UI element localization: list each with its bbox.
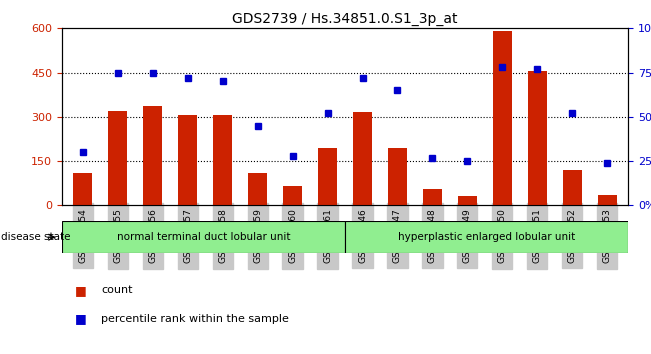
Bar — [493, 31, 512, 205]
Text: hyperplastic enlarged lobular unit: hyperplastic enlarged lobular unit — [398, 232, 575, 242]
Bar — [73, 173, 92, 205]
Bar — [388, 148, 407, 205]
Bar — [528, 71, 547, 205]
Bar — [345, 221, 628, 253]
Bar — [213, 115, 232, 205]
Bar — [353, 113, 372, 205]
Text: normal terminal duct lobular unit: normal terminal duct lobular unit — [117, 232, 290, 242]
Bar — [422, 189, 442, 205]
Text: disease state: disease state — [1, 232, 70, 242]
Bar — [562, 170, 582, 205]
Text: ■: ■ — [75, 312, 87, 325]
Bar — [62, 221, 345, 253]
Bar — [458, 196, 477, 205]
Bar — [598, 195, 617, 205]
Bar — [283, 186, 302, 205]
Bar — [178, 115, 197, 205]
Bar — [318, 148, 337, 205]
Bar — [143, 107, 162, 205]
Bar — [108, 111, 128, 205]
Text: ■: ■ — [75, 284, 87, 297]
Text: percentile rank within the sample: percentile rank within the sample — [101, 314, 289, 324]
Bar — [248, 173, 268, 205]
Title: GDS2739 / Hs.34851.0.S1_3p_at: GDS2739 / Hs.34851.0.S1_3p_at — [232, 12, 458, 26]
Text: count: count — [101, 285, 132, 295]
